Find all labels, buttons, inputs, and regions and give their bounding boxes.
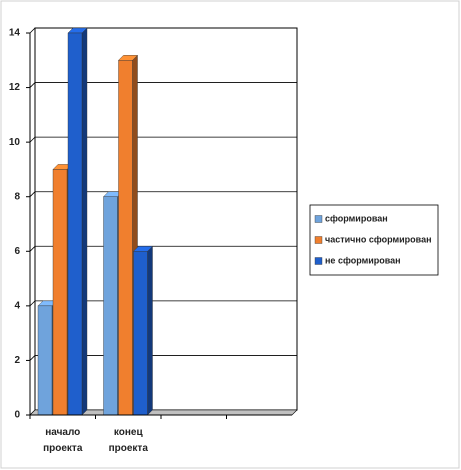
legend-label: частично сформирован [325,234,432,244]
y-tick-label: 10 [9,137,21,148]
bar [37,305,53,416]
grid-line [29,300,36,307]
legend-label: сформирован [325,213,388,223]
legend-label: не сформирован [325,255,401,265]
legend-swatch [314,236,323,244]
grid-line [29,246,36,252]
grid-line [29,82,36,88]
grid-line [29,355,36,361]
y-tick-label: 14 [9,28,21,39]
y-tick-label: 8 [14,191,20,202]
y-tick-label: 4 [14,300,20,311]
bar-side [81,27,88,416]
bar [103,196,118,416]
legend-swatch [314,257,323,265]
grid-line [29,136,36,143]
x-tick-label: конец проекта [108,427,148,454]
y-tick-label: 12 [9,82,21,93]
bar [52,169,68,416]
y-tick-label: 6 [14,246,20,257]
bar-side [147,245,153,416]
grid-line [29,191,36,197]
grid-line [29,27,36,34]
y-tick-label: 2 [14,355,20,366]
y-tick-label: 0 [14,410,20,421]
legend-swatch [314,215,323,223]
bar [133,251,148,416]
bar [67,32,83,416]
bar [118,60,133,416]
legend-box [309,204,439,276]
x-tick-label: начало проекта [43,427,83,454]
